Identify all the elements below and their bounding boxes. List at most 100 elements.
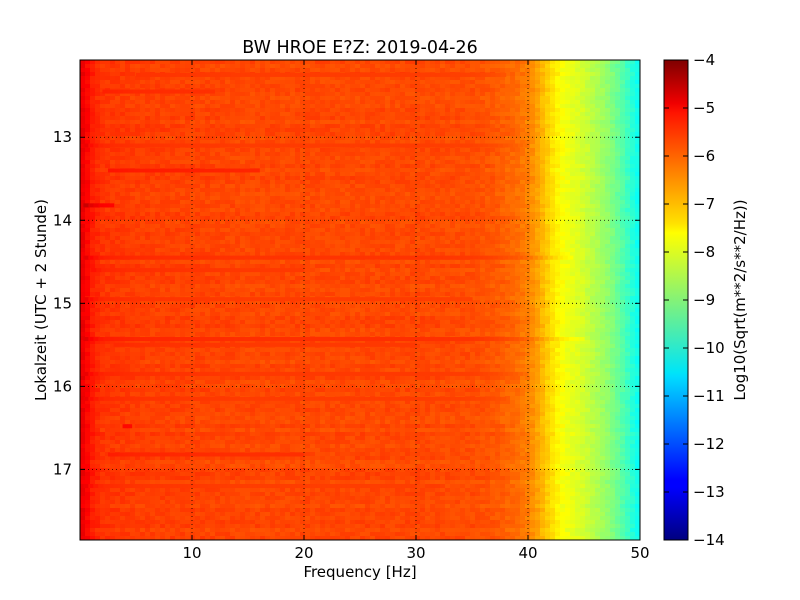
spectrogram-cell — [560, 196, 566, 201]
spectrogram-cell — [185, 132, 191, 137]
spectrogram-cell — [360, 120, 366, 125]
spectrogram-cell — [175, 224, 181, 229]
spectrogram-cell — [105, 132, 111, 137]
spectrogram-cell — [130, 232, 136, 237]
spectrogram-cell — [205, 172, 211, 177]
spectrogram-cell — [625, 224, 631, 229]
spectrogram-cell — [570, 128, 576, 133]
spectrogram-cell — [425, 200, 431, 205]
spectrogram-cell — [235, 172, 241, 177]
spectrogram-cell — [440, 200, 446, 205]
spectrogram-cell — [385, 172, 391, 177]
spectrogram-cell — [400, 68, 406, 73]
spectrogram-cell — [435, 200, 441, 205]
spectrogram-cell — [400, 160, 406, 165]
spectrogram-cell — [365, 96, 371, 101]
spectrogram-cell — [435, 156, 441, 161]
spectrogram-cell — [270, 168, 276, 173]
spectrogram-cell — [285, 136, 291, 141]
spectrogram-cell — [540, 136, 546, 141]
spectrogram-cell — [365, 192, 371, 197]
spectrogram-cell — [545, 64, 551, 69]
spectrogram-cell — [315, 140, 321, 145]
spectrogram-cell — [325, 80, 331, 85]
spectrogram-cell — [210, 224, 216, 229]
spectrogram-cell — [375, 228, 381, 233]
spectrogram-cell — [210, 180, 216, 185]
spectrogram-cell — [190, 236, 196, 241]
spectrogram-cell — [110, 228, 116, 233]
spectrogram-cell — [575, 88, 581, 93]
spectrogram-cell — [520, 76, 526, 81]
spectrogram-cell — [285, 168, 291, 173]
spectrogram-cell — [210, 76, 216, 81]
spectrogram-cell — [560, 216, 566, 221]
spectrogram-cell — [575, 180, 581, 185]
spectrogram-cell — [500, 100, 506, 105]
spectrogram-cell — [510, 208, 516, 213]
spectrogram-cell — [510, 160, 516, 165]
spectrogram-cell — [560, 132, 566, 137]
spectrogram-cell — [390, 156, 396, 161]
spectrogram-cell — [190, 232, 196, 237]
spectrogram-cell — [355, 196, 361, 201]
spectrogram-cell — [90, 180, 96, 185]
spectrogram-cell — [270, 124, 276, 129]
spectrogram-cell — [600, 92, 606, 97]
spectrogram-cell — [485, 152, 491, 157]
spectrogram-cell — [525, 124, 531, 129]
spectrogram-cell — [300, 96, 306, 101]
spectrogram-cell — [475, 60, 481, 65]
spectrogram-cell — [535, 136, 541, 141]
spectrogram-cell — [510, 140, 516, 145]
spectrogram-cell — [580, 68, 586, 73]
spectrogram-cell — [550, 208, 556, 213]
spectrogram-cell — [555, 128, 561, 133]
spectrogram-cell — [455, 164, 461, 169]
spectrogram-cell — [300, 140, 306, 145]
spectrogram-cell — [495, 208, 501, 213]
spectrogram-cell — [210, 192, 216, 197]
spectrogram-cell — [135, 152, 141, 157]
spectrogram-cell — [90, 184, 96, 189]
spectrogram-cell — [255, 204, 261, 209]
spectrogram-cell — [600, 124, 606, 129]
spectrogram-cell — [360, 188, 366, 193]
spectrogram-cell — [495, 104, 501, 109]
spectrogram-cell — [250, 180, 256, 185]
spectrogram-cell — [415, 164, 421, 169]
spectrogram-cell — [80, 112, 86, 117]
spectrogram-cell — [360, 236, 366, 241]
spectrogram-cell — [465, 224, 471, 229]
spectrogram-cell — [275, 88, 281, 93]
spectrogram-cell — [495, 160, 501, 165]
spectrogram-cell — [240, 196, 246, 201]
spectrogram-cell — [125, 156, 131, 161]
spectrogram-cell — [165, 68, 171, 73]
spectrogram-cell — [515, 176, 521, 181]
spectrogram-cell — [335, 192, 341, 197]
spectrogram-cell — [535, 188, 541, 193]
spectrogram-cell — [390, 60, 396, 65]
spectrogram-cell — [575, 64, 581, 69]
spectrogram-cell — [370, 184, 376, 189]
spectrogram-cell — [420, 100, 426, 105]
spectrogram-cell — [625, 220, 631, 225]
spectrogram-cell — [440, 124, 446, 129]
spectrogram-cell — [245, 92, 251, 97]
spectrogram-cell — [550, 228, 556, 233]
spectrogram-cell — [460, 68, 466, 73]
spectrogram-cell — [450, 76, 456, 81]
spectrogram-cell — [230, 108, 236, 113]
spectrogram-cell — [455, 212, 461, 217]
spectrogram-cell — [380, 80, 386, 85]
spectrogram-cell — [505, 172, 511, 177]
spectrogram-cell — [515, 188, 521, 193]
spectrogram-cell — [125, 60, 131, 65]
spectrogram-cell — [195, 108, 201, 113]
spectrogram-cell — [595, 136, 601, 141]
spectrogram-cell — [620, 184, 626, 189]
spectrogram-cell — [350, 124, 356, 129]
spectrogram-cell — [445, 140, 451, 145]
spectrogram-cell — [230, 60, 236, 65]
